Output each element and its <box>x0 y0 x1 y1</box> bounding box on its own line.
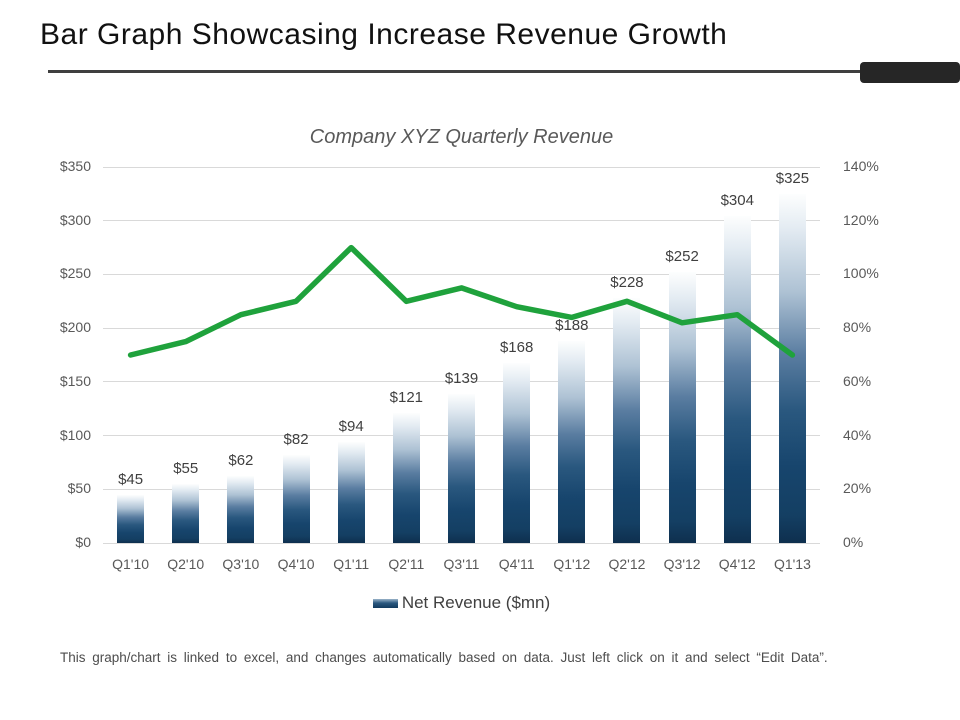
gridline <box>103 327 820 329</box>
growth-line <box>127 244 796 358</box>
y-axis-right-tick: 20% <box>843 480 872 497</box>
y-axis-left-tick: $50 <box>67 480 91 497</box>
x-axis-tick: Q1'11 <box>333 556 370 572</box>
bar-data-label: $168 <box>499 338 534 356</box>
bar-data-label: $228 <box>610 274 644 292</box>
bar-data-label: $121 <box>389 389 424 406</box>
y-axis-right-tick: 80% <box>843 319 872 336</box>
bar-data-label: $252 <box>665 248 699 266</box>
bar-data-label: $94 <box>338 418 364 436</box>
gridline <box>103 220 820 222</box>
gridline <box>103 166 820 168</box>
x-axis-tick: Q1'10 <box>112 556 150 572</box>
title-divider <box>48 70 912 73</box>
revenue-bar <box>337 442 365 543</box>
x-axis-tick: Q3'11 <box>443 556 480 572</box>
x-axis-tick: Q2'10 <box>167 556 205 572</box>
x-axis-tick: Q1'12 <box>553 556 591 572</box>
revenue-bar <box>117 494 145 543</box>
x-axis-tick: Q4'10 <box>277 556 315 572</box>
y-axis-right-tick: 40% <box>843 426 872 443</box>
x-axis-tick: Q3'12 <box>663 556 701 572</box>
x-axis-tick: Q4'12 <box>718 556 756 572</box>
revenue-bar <box>172 483 200 543</box>
footer-note: This graph/chart is linked to excel, and… <box>60 650 828 665</box>
y-axis-left-tick: $200 <box>59 319 91 336</box>
x-axis-tick: Q4'11 <box>498 556 535 572</box>
bar-data-label: $304 <box>720 192 754 210</box>
y-axis-right-tick: 0% <box>843 534 864 550</box>
y-axis-right-tick: 100% <box>843 265 879 282</box>
chart-plot-area[interactable]: $45 $55 $62 $82 $94 $121 $139 $168 $188 $228 $252 $… <box>103 166 820 544</box>
x-axis-tick: Q2'12 <box>608 556 646 572</box>
x-axis-tick: Q1'13 <box>773 556 811 572</box>
accent-bar <box>860 62 960 83</box>
revenue-bar <box>613 298 641 543</box>
bar-data-label: $55 <box>173 459 199 477</box>
bar-data-label: $45 <box>118 470 144 488</box>
y-axis-left-tick: $0 <box>75 534 91 550</box>
x-axis-tick: Q2'11 <box>388 556 425 572</box>
y-axis-left-tick: $250 <box>59 265 91 282</box>
gridline <box>103 273 820 275</box>
legend-swatch-net-revenue <box>372 598 398 608</box>
y-axis-left-tick: $150 <box>59 372 91 389</box>
revenue-bar <box>282 454 310 543</box>
y-axis-right-tick: 60% <box>843 372 872 389</box>
chart-title: Company XYZ Quarterly Revenue <box>309 126 614 148</box>
revenue-bar <box>723 216 751 543</box>
revenue-bar <box>503 362 531 543</box>
y-axis-left-tick: $100 <box>59 426 91 443</box>
revenue-bar <box>227 476 255 543</box>
gridline <box>103 542 820 544</box>
gridline <box>103 381 820 383</box>
page-title: Bar Graph Showcasing Increase Revenue Gr… <box>40 18 728 51</box>
bar-data-label: $82 <box>283 430 309 448</box>
bar-data-label: $139 <box>444 369 479 387</box>
revenue-bar <box>778 193 806 543</box>
x-axis-tick: Q3'10 <box>222 556 260 572</box>
legend-label: Net Revenue ($mn) <box>401 593 551 612</box>
bar-data-label: $188 <box>555 317 589 335</box>
revenue-bar <box>448 393 475 543</box>
bar-data-label: $62 <box>228 452 254 470</box>
growth-line-chart <box>127 244 796 358</box>
revenue-bar <box>558 341 586 543</box>
legend: Net Revenue ($mn) <box>103 592 820 614</box>
y-axis-right-tick: 120% <box>843 211 879 228</box>
bar-data-label: $325 <box>775 169 810 187</box>
y-axis-left-tick: $300 <box>59 211 91 228</box>
revenue-bar <box>392 413 420 543</box>
y-axis-left-tick: $350 <box>59 158 91 174</box>
y-axis-right-tick: 140% <box>843 158 879 174</box>
